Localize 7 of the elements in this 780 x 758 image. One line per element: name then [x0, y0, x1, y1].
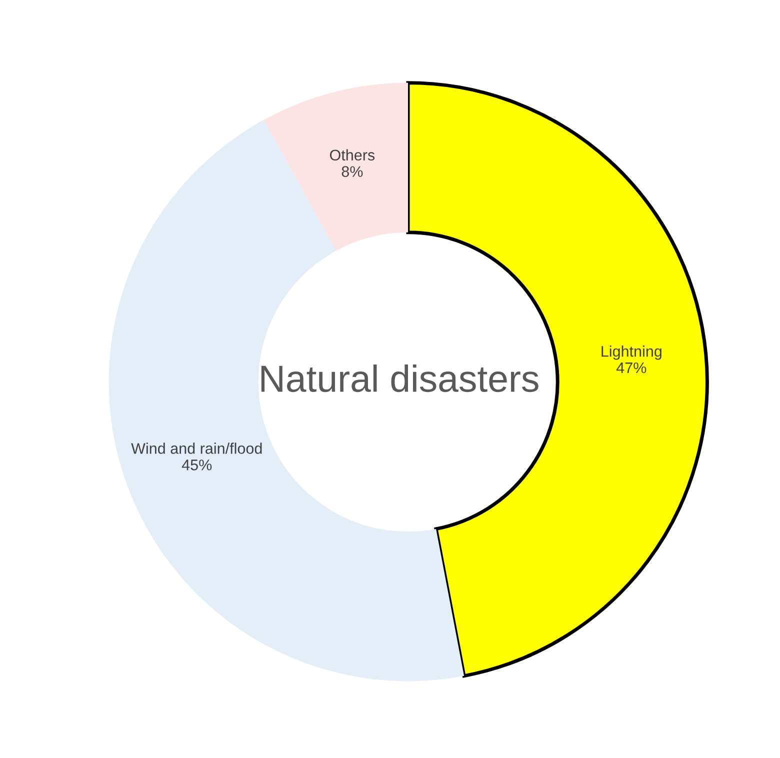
slice-label: Wind and rain/flood: [131, 442, 262, 454]
data-label: 8%: [342, 166, 363, 177]
data-label: 45%: [182, 460, 212, 470]
data-label: 47%: [616, 362, 646, 374]
text: Natural disasters: [261, 364, 538, 392]
slice-label: Lightning: [602, 346, 662, 360]
slice-label: Others: [330, 149, 375, 161]
